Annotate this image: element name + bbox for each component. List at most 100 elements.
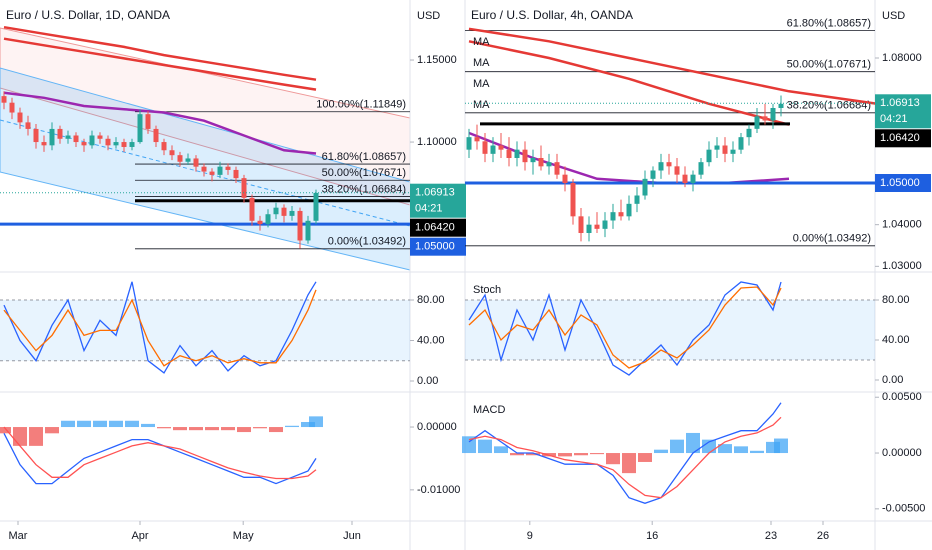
fib-label: 38.20%(1.06684) xyxy=(322,183,406,195)
last-price-label: 1.06913 xyxy=(415,187,455,199)
candle-body xyxy=(49,128,55,146)
macd-histogram-bar xyxy=(301,422,315,428)
candle-body xyxy=(762,116,768,121)
currency-label: USD xyxy=(417,10,440,22)
macd-histogram-bar xyxy=(510,453,524,456)
level-tag xyxy=(875,174,931,192)
y-tick-label: 80.00 xyxy=(882,294,910,306)
candle-body xyxy=(241,178,247,198)
y-tick-label: -0.00500 xyxy=(882,503,925,515)
macd-histogram-bar xyxy=(45,427,59,434)
y-tick-label: 1.15000 xyxy=(417,54,457,66)
candle-body xyxy=(41,142,47,146)
stoch-band xyxy=(465,300,875,360)
candle-body xyxy=(730,149,736,154)
candle-body xyxy=(658,162,664,171)
candle-body xyxy=(522,149,528,163)
candle-body xyxy=(137,114,143,143)
candle-body xyxy=(57,128,63,139)
candle-body xyxy=(161,142,167,151)
macd-histogram-bar xyxy=(221,427,235,431)
candle-body xyxy=(217,166,223,175)
candle-body xyxy=(722,145,728,154)
macd-histogram-bar xyxy=(558,453,572,457)
pane-title: MACD xyxy=(473,404,505,416)
x-tick-label: 23 xyxy=(765,530,777,542)
chart-title: Euro / U.S. Dollar, 1D, OANDA xyxy=(6,8,170,22)
last-price-label: 1.06913 xyxy=(880,97,920,109)
macd-histogram-bar xyxy=(29,427,43,446)
x-tick-label: 9 xyxy=(527,530,533,542)
y-tick-label: 80.00 xyxy=(417,294,445,306)
y-tick-label: 1.10000 xyxy=(417,136,457,148)
macd-histogram-bar xyxy=(654,449,668,454)
candle-body xyxy=(73,135,79,143)
fib-label: 50.00%(1.07671) xyxy=(322,167,406,179)
candle-body xyxy=(498,145,504,150)
fib-label: 61.80%(1.08657) xyxy=(322,151,406,163)
x-tick-label: May xyxy=(233,530,254,542)
countdown-label: 04:21 xyxy=(415,203,443,215)
y-tick-label: 1.08000 xyxy=(882,52,922,64)
oscillator-line xyxy=(3,289,317,367)
macd-histogram-bar xyxy=(77,420,91,428)
y-tick-label: 1.03000 xyxy=(882,260,922,272)
candle-body xyxy=(153,128,159,143)
candle-body xyxy=(770,108,776,121)
macd-histogram-bar xyxy=(686,432,700,454)
macd-histogram-bar xyxy=(670,439,684,454)
candle-body xyxy=(273,207,279,215)
fib-label: 50.00%(1.07671) xyxy=(787,59,871,71)
candle-body xyxy=(185,158,191,162)
candle-body xyxy=(706,149,712,163)
macd-histogram-bar xyxy=(702,439,716,454)
x-tick-label: 26 xyxy=(817,530,829,542)
oscillator-line xyxy=(468,286,782,369)
level-label: 1.06420 xyxy=(880,132,920,144)
candle-body xyxy=(666,162,672,167)
candle-body xyxy=(714,145,720,150)
macd-histogram-bar xyxy=(638,453,652,462)
y-tick-label: 0.00000 xyxy=(882,447,922,459)
fib-label: 100.00%(1.11849) xyxy=(316,99,406,111)
candle-body xyxy=(530,158,536,163)
candle-body xyxy=(1,96,7,103)
fib-label: 61.80%(1.08657) xyxy=(787,18,871,30)
macd-histogram-bar xyxy=(478,439,492,454)
macd-histogram-bar xyxy=(13,427,27,446)
macd-histogram-bar xyxy=(141,423,155,428)
macd-histogram-bar xyxy=(237,427,251,433)
candle-body xyxy=(129,142,135,147)
candle-body xyxy=(482,141,488,154)
candle-body xyxy=(754,116,760,129)
candle-body xyxy=(738,137,744,150)
candle-body xyxy=(9,102,15,113)
macd-histogram-bar xyxy=(766,441,780,454)
y-tick-label: 1.04000 xyxy=(882,219,922,231)
moving-average xyxy=(3,37,317,91)
candle-body xyxy=(562,174,568,183)
x-tick-label: Mar xyxy=(9,530,28,542)
candle-body xyxy=(698,162,704,175)
macd-histogram-bar xyxy=(718,444,732,454)
candle-body xyxy=(201,166,207,172)
macd-histogram-bar xyxy=(734,446,748,454)
candle-body xyxy=(193,158,199,167)
candle-body xyxy=(169,150,175,156)
candle-body xyxy=(490,145,496,154)
candle-body xyxy=(81,142,87,146)
macd-histogram-bar xyxy=(774,438,788,454)
candle-body xyxy=(297,210,303,241)
oscillator-line xyxy=(468,281,782,376)
fib-label: 0.00%(1.03492) xyxy=(328,236,406,248)
candle-body xyxy=(305,220,311,241)
candle-body xyxy=(674,166,680,175)
level-tag xyxy=(875,129,931,148)
candle-body xyxy=(650,170,656,179)
moving-average xyxy=(3,25,317,81)
macd-histogram-bar xyxy=(285,425,299,428)
candle-body xyxy=(610,212,616,221)
macd-histogram-bar xyxy=(109,420,123,428)
